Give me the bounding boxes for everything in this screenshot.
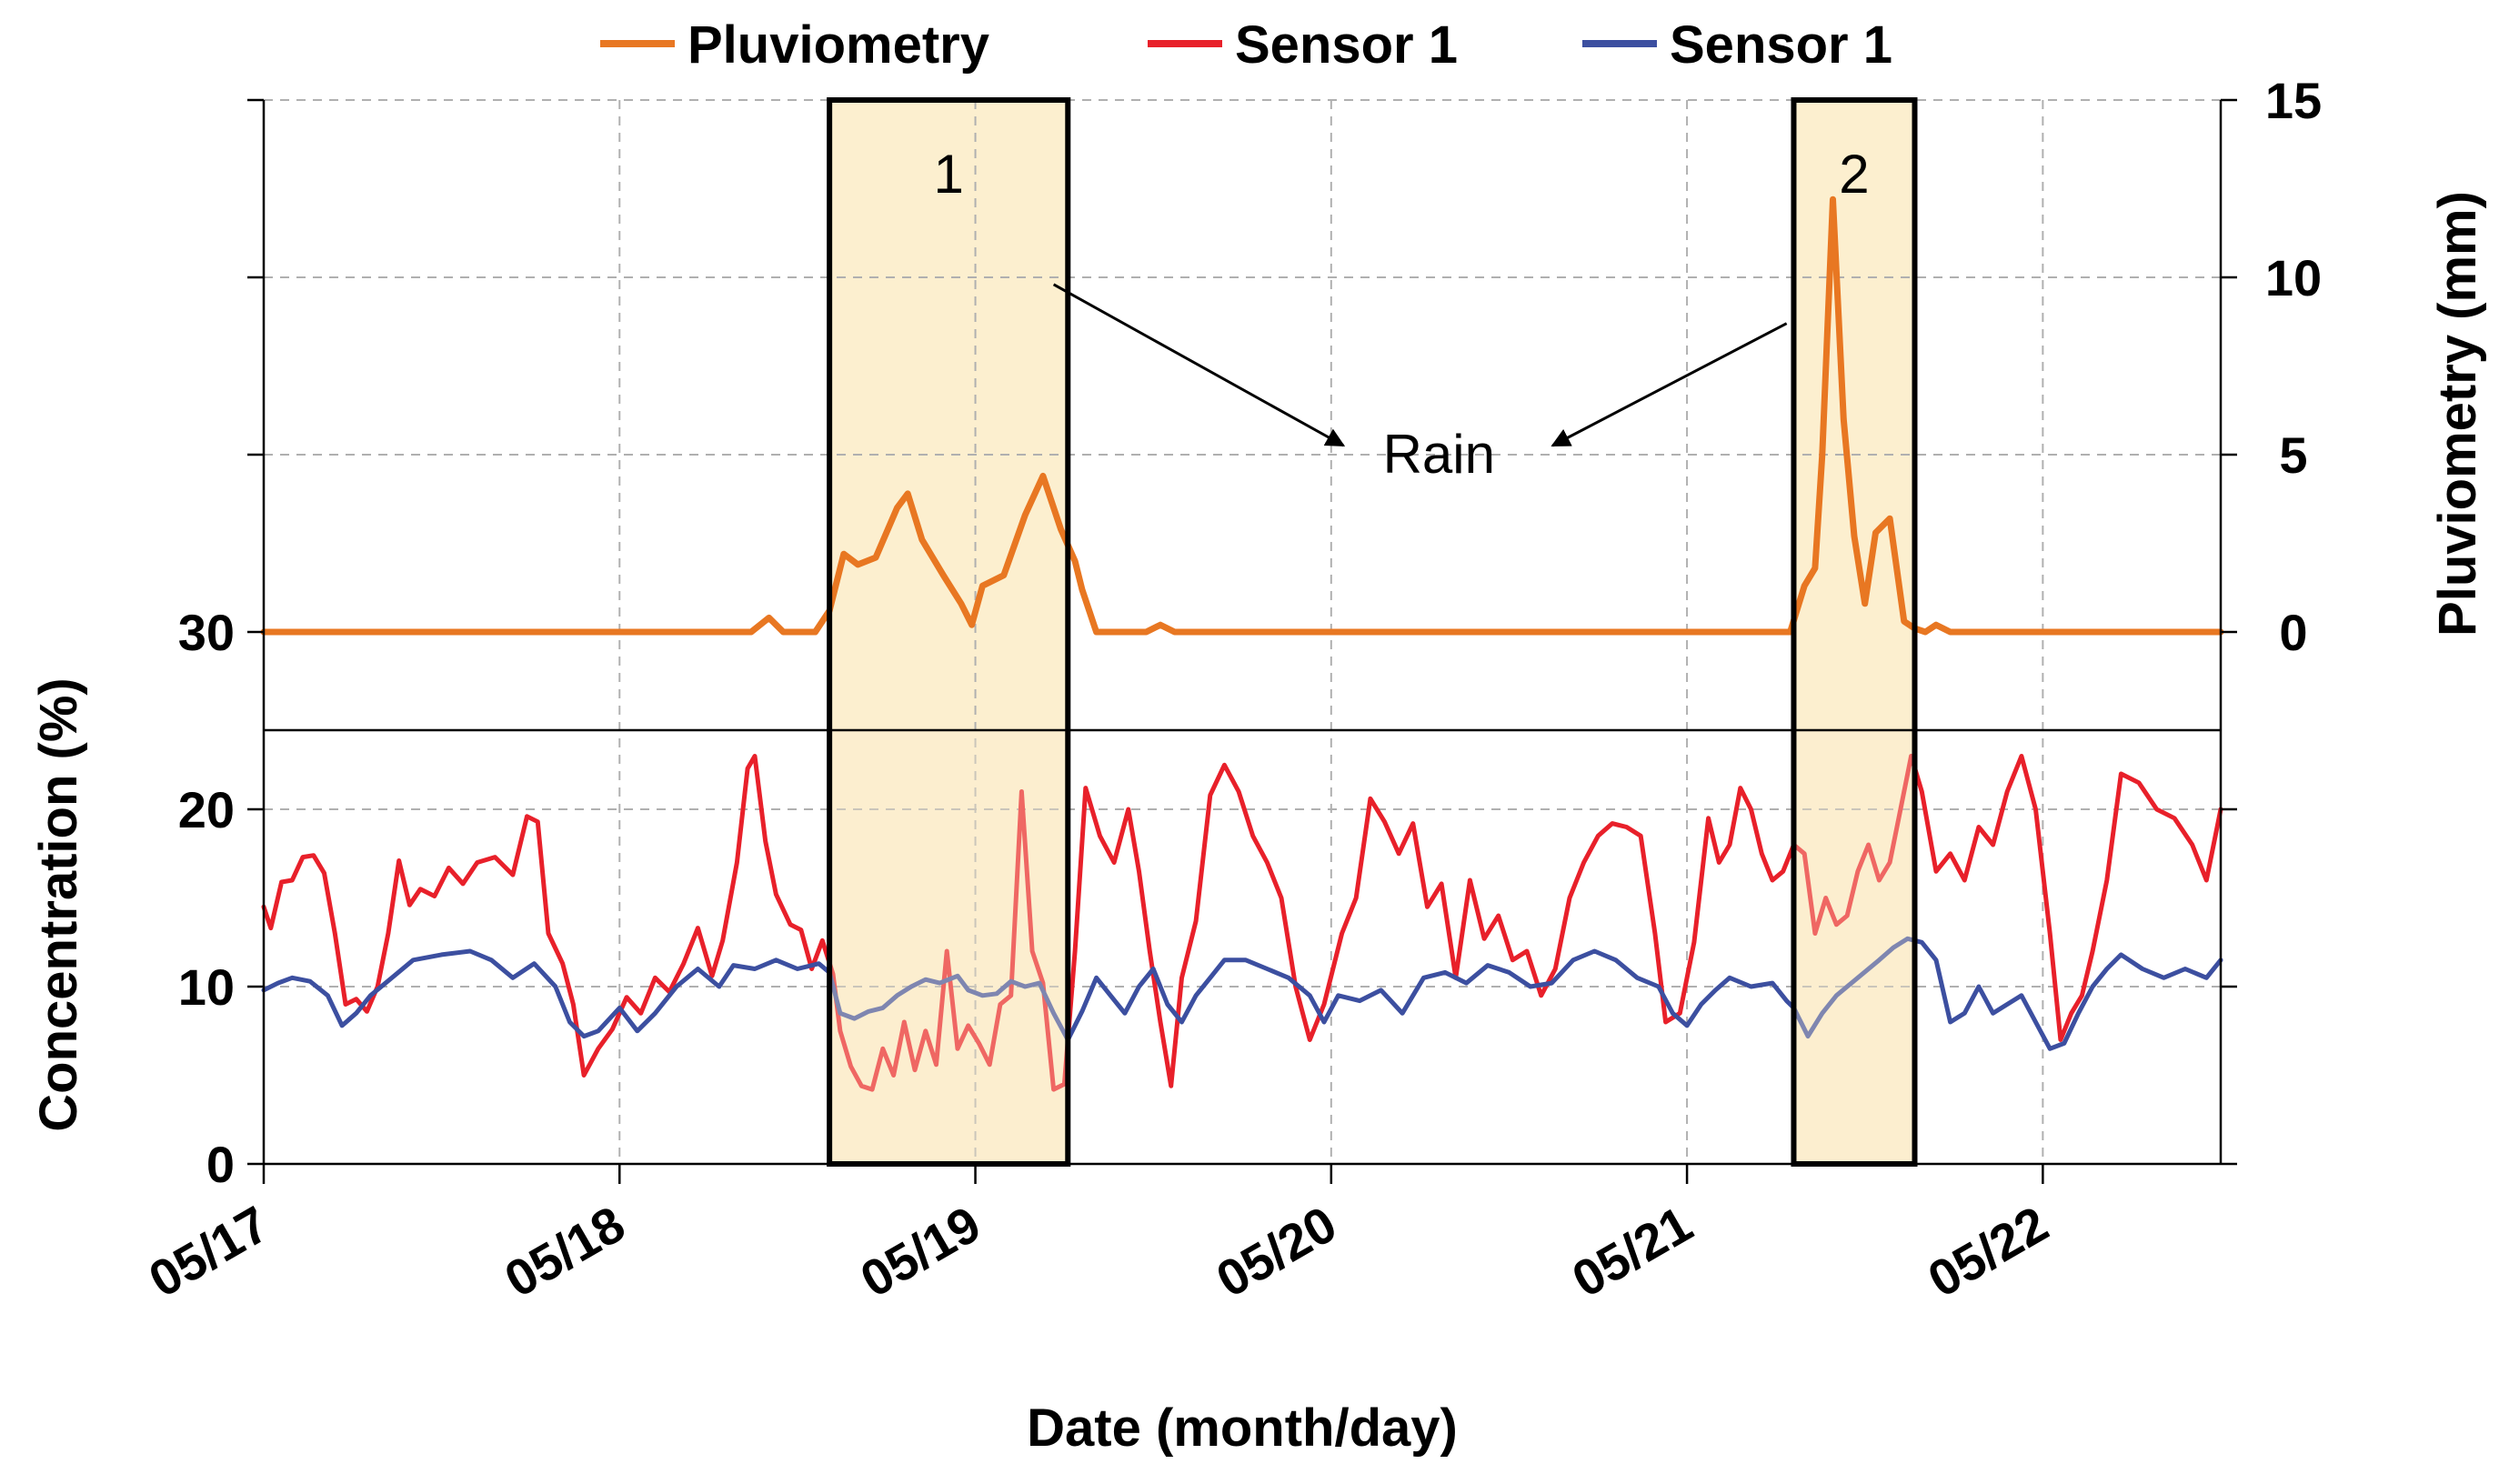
axes-frame-layer bbox=[247, 97, 2237, 1184]
y-left-axis-title: Concentration (%) bbox=[29, 677, 88, 1131]
y-left-tick-label-20: 20 bbox=[178, 781, 235, 838]
shaded-region-label-1: 1 bbox=[934, 144, 964, 205]
rain-annotation-label: Rain bbox=[1383, 424, 1495, 485]
legend-label-2: Sensor 1 bbox=[1235, 15, 1458, 75]
x-tick-label-05/17: 05/17 bbox=[139, 1195, 278, 1309]
rain-arrow-2 bbox=[1551, 322, 1788, 447]
y-right-tick-label-5: 5 bbox=[2279, 426, 2307, 484]
rain-arrow-1 bbox=[1052, 283, 1346, 447]
shaded-region-overlay-1 bbox=[829, 730, 1069, 1164]
y-left-tick-label-0: 0 bbox=[206, 1136, 235, 1193]
series-line-pluviometry bbox=[260, 196, 2224, 636]
series-line-sensor-1-red bbox=[261, 754, 2223, 1092]
legend-label-1: Pluviometry bbox=[687, 15, 989, 75]
legend-label-3: Sensor 1 bbox=[1670, 15, 1892, 75]
y-left-tick-label-30: 30 bbox=[178, 604, 235, 661]
labels-layer: 0 10 20 30 0 5 10 15 05/17 05/18 05/19 05/20 05/21 05… bbox=[29, 72, 2487, 1458]
y-left-tick-label-10: 10 bbox=[178, 958, 235, 1016]
series-layer bbox=[260, 196, 2224, 1164]
y-right-axis-title: Pluviometry (mm) bbox=[2428, 191, 2487, 637]
y-right-tick-label-0: 0 bbox=[2279, 604, 2307, 661]
x-axis-title: Date (month/day) bbox=[1027, 1399, 1458, 1458]
x-tick-label-05/18: 05/18 bbox=[495, 1195, 634, 1309]
y-right-tick-label-10: 10 bbox=[2265, 249, 2322, 306]
x-tick-label-05/20: 05/20 bbox=[1207, 1195, 1346, 1309]
shaded-region-border-1 bbox=[827, 97, 1071, 1167]
series-line-sensor-1-blue bbox=[261, 936, 2223, 1051]
shaded-region-border-2 bbox=[1791, 97, 1918, 1167]
shaded-region-label-2: 2 bbox=[1839, 144, 1869, 205]
legend: Pluviometry Sensor 1 Sensor 1 bbox=[600, 15, 1892, 75]
x-tick-label-05/21: 05/21 bbox=[1562, 1195, 1701, 1309]
shaded-region-overlay-2 bbox=[1793, 730, 1915, 1164]
x-tick-label-05/19: 05/19 bbox=[851, 1195, 990, 1309]
x-tick-label-05/22: 05/22 bbox=[1918, 1195, 2057, 1309]
y-right-tick-label-15: 15 bbox=[2265, 72, 2322, 129]
